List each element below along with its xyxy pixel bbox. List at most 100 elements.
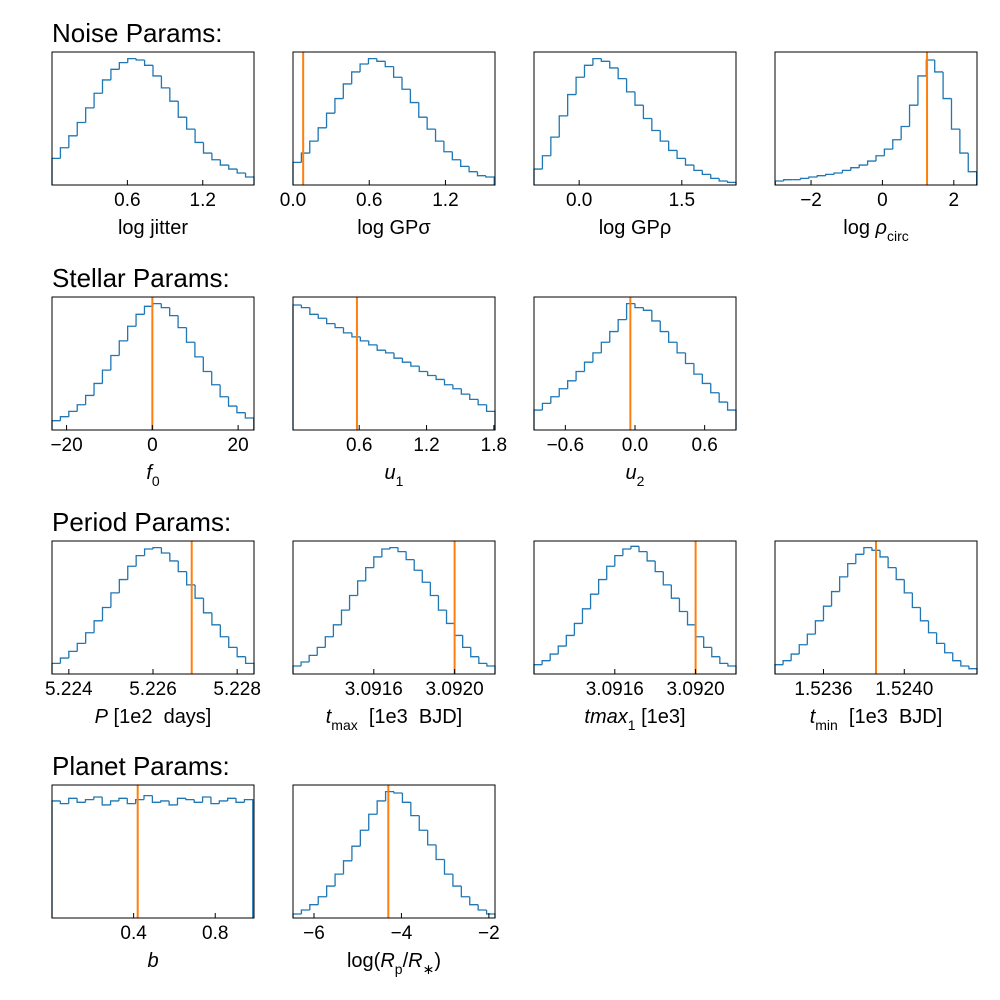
histogram-step xyxy=(236,647,246,658)
histogram-step xyxy=(376,58,386,62)
histogram xyxy=(533,58,737,185)
histogram-step xyxy=(143,548,153,556)
histogram-step xyxy=(68,410,78,417)
histogram-step xyxy=(863,547,872,555)
histogram-step xyxy=(127,325,137,341)
histogram-step xyxy=(384,350,394,354)
x-tick-label: 0.4 xyxy=(120,923,147,944)
histogram-step xyxy=(469,394,479,401)
histogram-step xyxy=(210,796,220,805)
histogram-step xyxy=(942,71,952,100)
histogram-step xyxy=(401,358,411,363)
histogram-step xyxy=(292,161,302,185)
histogram-step xyxy=(950,98,960,130)
axes-frame xyxy=(51,540,255,675)
histogram-step xyxy=(592,352,602,363)
histogram-step xyxy=(185,798,195,801)
histogram-step xyxy=(110,592,120,608)
histogram-step xyxy=(541,402,551,411)
histogram-step xyxy=(477,399,487,406)
x-tick-label: 1.5 xyxy=(669,190,695,211)
histogram-step xyxy=(668,141,678,152)
histogram-step xyxy=(533,168,543,185)
x-tick-label: 1.8 xyxy=(481,435,507,456)
histogram-step xyxy=(462,635,471,649)
histogram-step xyxy=(324,636,334,648)
histogram-step xyxy=(435,844,445,861)
histogram-step xyxy=(871,547,881,551)
histogram-step xyxy=(651,118,661,132)
histogram-step xyxy=(176,797,186,805)
histogram-step xyxy=(581,608,591,624)
histogram-step xyxy=(642,307,652,311)
histogram-step xyxy=(405,551,415,561)
x-axis-label-part: t xyxy=(810,706,817,728)
histogram-step xyxy=(325,112,335,128)
x-tick-label: 0.6 xyxy=(114,190,140,211)
histogram-step xyxy=(152,547,162,549)
histogram-step xyxy=(478,656,487,665)
histogram-step xyxy=(684,158,694,166)
histogram-step xyxy=(227,797,237,801)
histogram-step xyxy=(160,547,170,554)
histogram-step xyxy=(143,305,153,315)
histogram-step xyxy=(435,375,445,381)
x-tick-label: 1.2 xyxy=(432,190,458,211)
histogram-step xyxy=(790,653,800,661)
histogram-step xyxy=(177,560,187,573)
histogram-step xyxy=(567,380,577,389)
x-axis-label-part: u xyxy=(626,462,637,484)
x-tick-label: −4 xyxy=(391,923,413,944)
histogram-step xyxy=(443,859,453,875)
histogram-step xyxy=(573,622,583,636)
x-axis-label: tmax [1e3 BJD] xyxy=(326,706,463,732)
histogram-step xyxy=(814,620,824,635)
histogram-step xyxy=(718,392,728,403)
histogram-step xyxy=(589,593,599,609)
x-tick-label: 0.6 xyxy=(691,435,717,456)
histogram-step xyxy=(93,382,103,396)
histogram-step xyxy=(719,656,728,665)
histogram-step xyxy=(101,369,111,384)
axes-frame xyxy=(774,51,978,186)
histogram-step xyxy=(227,396,237,407)
x-tick-label: 0.6 xyxy=(356,190,382,211)
histogram-step xyxy=(959,129,969,154)
histogram-step xyxy=(634,91,644,106)
histogram-step xyxy=(541,155,551,170)
x-tick-label: 0.0 xyxy=(566,190,592,211)
x-tick-label: 1.5240 xyxy=(875,679,933,700)
histogram-step xyxy=(202,142,212,154)
histogram-step xyxy=(219,624,229,638)
histogram-step xyxy=(68,135,78,148)
histogram-step xyxy=(367,58,377,64)
x-axis-label-part: u xyxy=(385,462,396,484)
histogram-step xyxy=(193,799,203,803)
x-axis-label: f0 xyxy=(146,462,160,488)
histogram-step xyxy=(686,611,696,626)
histogram-step xyxy=(93,92,103,108)
histogram-step xyxy=(892,139,902,150)
histogram-step xyxy=(550,396,560,404)
histogram-step xyxy=(887,556,897,569)
histogram-step xyxy=(143,59,153,66)
x-tick-label: 5.224 xyxy=(45,679,93,700)
histogram-step xyxy=(477,904,487,911)
histogram-step xyxy=(292,665,302,674)
x-axis-label-part: t xyxy=(326,706,333,728)
histogram-step xyxy=(410,362,420,367)
histogram-step xyxy=(384,61,394,68)
x-axis-label: log(Rp/R∗) xyxy=(347,950,441,976)
x-axis-label-part: log jitter xyxy=(118,217,188,239)
section-title: Planet Params: xyxy=(52,751,230,781)
histogram-step xyxy=(51,662,61,674)
histogram-step xyxy=(426,117,436,130)
x-axis-label: b xyxy=(147,950,158,972)
histogram-step xyxy=(711,647,720,658)
histogram-step xyxy=(401,77,411,90)
histogram-step xyxy=(806,633,816,645)
x-tick-label: 3.0916 xyxy=(586,679,644,700)
histogram-step xyxy=(935,632,945,645)
histogram-step xyxy=(351,71,361,84)
histogram-step xyxy=(194,584,204,599)
